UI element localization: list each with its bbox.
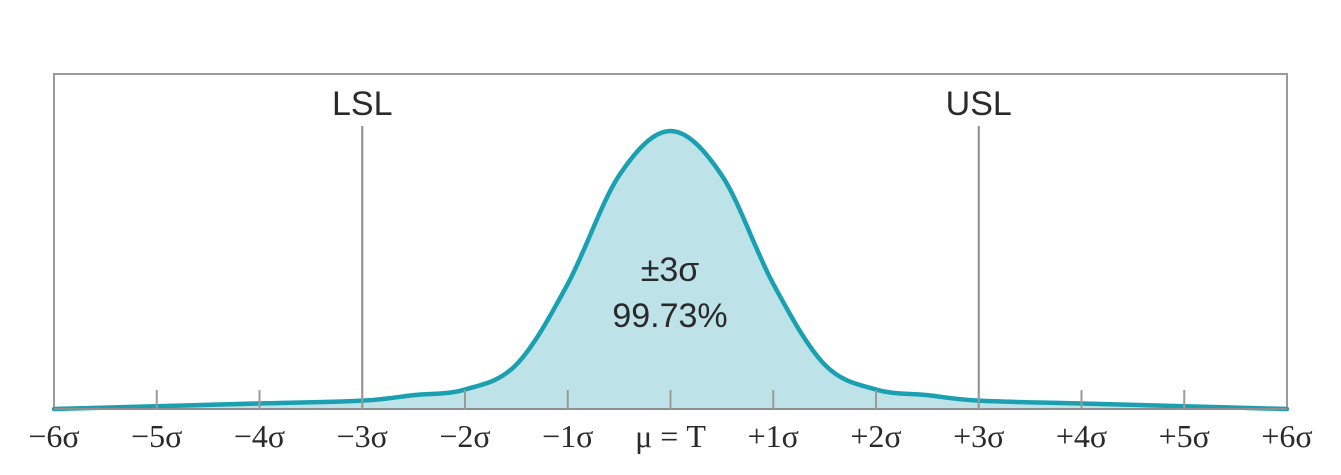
x-tick-label: +1σ: [748, 418, 799, 454]
x-tick-label: −3σ: [337, 418, 388, 454]
x-tick-label: −6σ: [28, 418, 79, 454]
sigma-range-label: ±3σ: [641, 251, 700, 289]
x-axis-ticks: [155, 390, 1186, 409]
x-tick-label: +3σ: [953, 418, 1004, 454]
curve-layer: [51, 128, 1290, 412]
x-tick-label: +2σ: [850, 418, 901, 454]
x-tick-label: −1σ: [542, 418, 593, 454]
spec-limits: LSL USL: [332, 85, 1012, 409]
x-tick-label: −5σ: [131, 418, 182, 454]
lsl-label: LSL: [332, 85, 393, 123]
x-tick-label: −2σ: [439, 418, 490, 454]
x-tick-label: +6σ: [1261, 418, 1312, 454]
x-axis-tick-labels: −6σ −5σ −4σ −3σ −2σ −1σ μ = T +1σ +2σ +3σ +4σ +5σ +6…: [28, 418, 1312, 454]
x-tick-label: −4σ: [234, 418, 285, 454]
x-tick-label: +5σ: [1159, 418, 1210, 454]
x-tick-label: +4σ: [1056, 418, 1107, 454]
percentage-label: 99.73%: [612, 297, 727, 335]
usl-label: USL: [946, 85, 1012, 123]
curve-area-fill: [54, 131, 1287, 409]
x-tick-label: μ = T: [635, 418, 706, 454]
curve-line: [51, 128, 1290, 412]
